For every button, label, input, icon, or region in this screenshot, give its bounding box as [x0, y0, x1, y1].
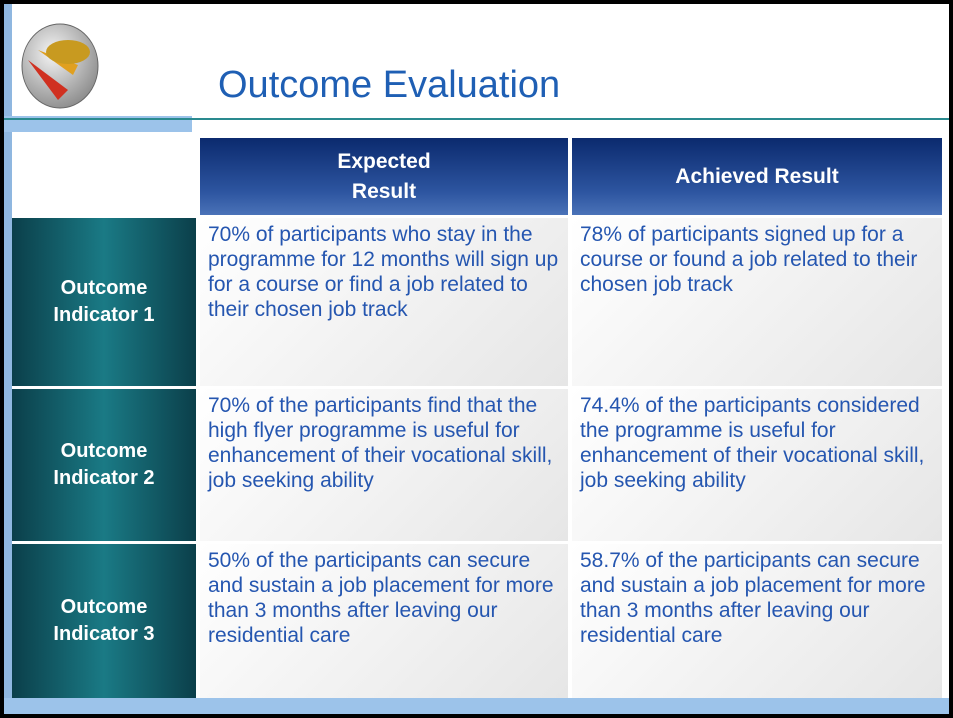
slide: Outcome Evaluation Expected Result Achiev… — [4, 4, 949, 714]
logo — [21, 23, 99, 109]
footer-strip — [4, 698, 949, 714]
left-strip — [4, 4, 12, 714]
row-label-text: Outcome Indicator 3 — [53, 596, 155, 645]
slide-title: Outcome Evaluation — [218, 64, 561, 106]
expected-cell: 70% of participants who stay in the prog… — [200, 218, 568, 386]
achieved-cell: 58.7% of the participants can secure and… — [572, 544, 942, 698]
row-label-text: Outcome Indicator 1 — [53, 277, 155, 326]
header-rule — [4, 118, 949, 120]
expected-cell: 70% of the participants find that the hi… — [200, 389, 568, 541]
row-label: Outcome Indicator 3 — [12, 544, 196, 698]
row-label: Outcome Indicator 2 — [12, 389, 196, 541]
column-header-text: Expected Result — [337, 149, 431, 203]
header-block — [4, 116, 192, 132]
row-label-text: Outcome Indicator 2 — [53, 440, 155, 489]
column-header-text: Achieved Result — [675, 164, 839, 188]
achieved-cell: 74.4% of the participants considered the… — [572, 389, 942, 541]
column-header: Achieved Result — [572, 138, 942, 215]
expected-cell: 50% of the participants can secure and s… — [200, 544, 568, 698]
row-label: Outcome Indicator 1 — [12, 218, 196, 386]
column-header: Expected Result — [200, 138, 568, 215]
achieved-cell: 78% of participants signed up for a cour… — [572, 218, 942, 386]
